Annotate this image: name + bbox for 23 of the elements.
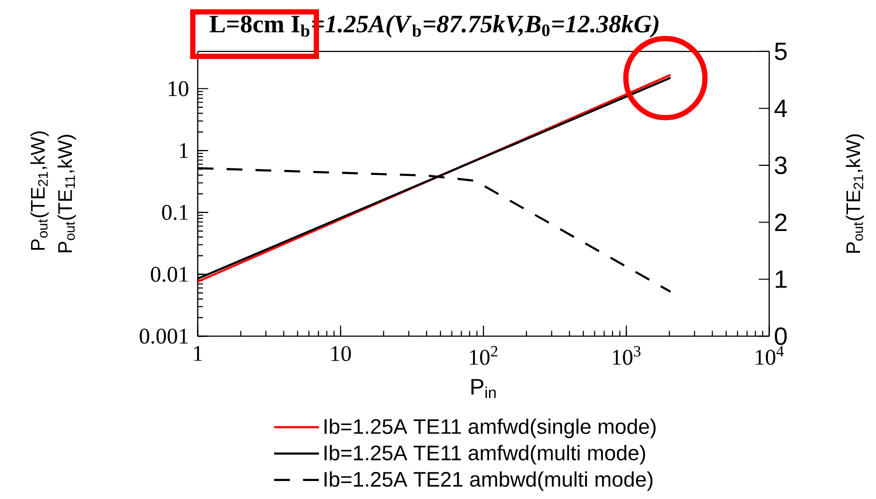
y2-axis-title: P$_{out}$(TE$_{21}$,kW) [846, 134, 864, 253]
y2-tick-label: 2 [775, 213, 786, 231]
text: P$_{out}$(TE$_{21}$,kW) [30, 131, 49, 250]
legend-label: Ib=1.25A TE11 amfwd(single mode) [324, 418, 656, 438]
y-tick-label: 0.01 [150, 266, 188, 282]
legend-label: Ib=1.25A TE11 amfwd(multi mode) [324, 444, 646, 464]
y-tick-label: 0.001 [140, 328, 188, 344]
x-tick-label: 10 [331, 346, 351, 361]
y-tick-label: 1 [180, 143, 188, 158]
legend-label: Ib=1.25A TE21 ambwd(multi mode) [324, 471, 652, 491]
x-tick-label: 10$^{3}$ [612, 346, 640, 365]
y-tick-label: 10 [168, 80, 188, 96]
x-tick-label: 1 [194, 346, 202, 361]
x-tick-label: 10$^{2}$ [470, 346, 498, 365]
y2-tick-label: 4 [774, 100, 787, 117]
y2-tick-label: 1 [776, 270, 787, 288]
y2-tick-label: 0 [774, 327, 787, 345]
x-tick-label: 10$^{4}$ [756, 346, 784, 365]
x-axis-title: P$_{in}$ [471, 378, 496, 398]
y-axis-title: P$_{out}$(TE$_{11}$,kW) [58, 134, 76, 252]
y2-tick-label: 3 [774, 156, 787, 174]
y-tick-label: 0.1 [162, 204, 188, 220]
y2-tick-label: 5 [774, 42, 787, 60]
